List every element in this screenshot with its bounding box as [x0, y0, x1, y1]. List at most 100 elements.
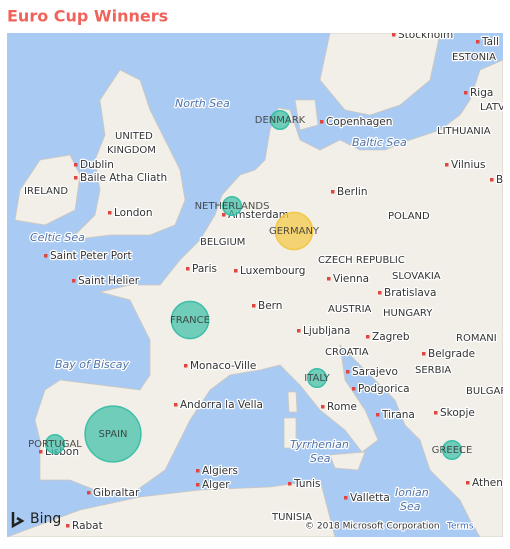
city-dot — [196, 469, 200, 473]
countrie-label: HUNGARY — [383, 308, 433, 319]
sea-label: Baltic Sea — [352, 136, 407, 149]
citie-label: Tunis — [293, 478, 321, 490]
city-dot — [186, 267, 190, 271]
city-dot — [320, 120, 324, 124]
citie-label: Belgrade — [428, 348, 475, 360]
city-dot — [346, 370, 350, 374]
city-dot — [288, 482, 292, 486]
citie-label: Gibraltar — [93, 487, 140, 499]
citie-label: Vilnius — [451, 159, 485, 171]
countrie-label: ROMANI — [456, 333, 497, 344]
city-dot — [108, 211, 112, 215]
citie-label: Copenhagen — [326, 116, 392, 128]
bubble[interactable] — [441, 439, 463, 461]
countrie-label: SERBIA — [415, 365, 451, 376]
logo-icon — [11, 512, 25, 529]
citie-label: Sarajevo — [352, 366, 398, 378]
sea-label: Bay of Biscay — [55, 358, 130, 371]
bubble-label: DENMARK — [255, 115, 306, 126]
citie-label: London — [114, 207, 153, 219]
citie-label: Amsterdam — [228, 209, 289, 221]
citie-label: Athen — [472, 477, 503, 489]
sea-label: Tyrrhenian — [290, 438, 349, 451]
citie-label: Ljubljana — [303, 325, 350, 337]
city-dot — [376, 413, 380, 417]
bubble[interactable] — [221, 195, 243, 217]
countrie-label: BULGAR — [466, 386, 507, 397]
citie-label: Paris — [192, 263, 217, 275]
city-dot — [184, 364, 188, 368]
sea-label: Ionian — [395, 486, 429, 499]
bubble[interactable] — [269, 109, 291, 131]
sea-label: Sea — [400, 500, 421, 513]
sea-label: North Sea — [175, 97, 230, 110]
city-dot — [39, 450, 43, 454]
citie-label: Luxembourg — [240, 265, 305, 277]
citie-label: Andorra la Vella — [180, 399, 263, 411]
bubble-label: GREECE — [432, 445, 473, 456]
countrie-label: TUNISIA — [271, 512, 312, 523]
citie-label: Vienna — [333, 273, 369, 285]
bubble[interactable] — [274, 211, 314, 251]
city-dot — [234, 269, 238, 273]
citie-label: Bern — [258, 300, 282, 312]
city-dot — [366, 335, 370, 339]
citie-label: Tall — [481, 36, 499, 48]
city-dot — [44, 254, 48, 258]
citie-label: Bratislava — [384, 287, 436, 299]
countrie-label: ESTONIA — [452, 52, 496, 63]
citie-label: Podgorica — [358, 383, 410, 395]
countrie-label: CROATIA — [325, 347, 369, 358]
citie-label: Saint Peter Port — [50, 250, 132, 262]
city-dot — [66, 524, 70, 528]
countrie-label: POLAND — [388, 211, 430, 222]
city-dot — [327, 277, 331, 281]
city-dot — [422, 352, 426, 356]
city-dot — [321, 405, 325, 409]
citie-label: Zagreb — [372, 331, 410, 343]
sea-label: Sea — [310, 452, 331, 465]
city-dot — [476, 40, 480, 44]
bubble[interactable] — [306, 367, 328, 389]
city-dot — [87, 491, 91, 495]
citie-label: Saint Helier — [78, 275, 140, 287]
countrie-label: UNITED — [115, 131, 153, 142]
countrie-label: BELGIUM — [200, 237, 245, 248]
city-dot — [297, 329, 301, 333]
copyright: © 2018 Microsoft Corporation — [305, 522, 440, 532]
city-dot — [344, 496, 348, 500]
terms-link[interactable]: Terms — [445, 520, 475, 533]
city-dot — [490, 178, 494, 182]
city-dot — [252, 304, 256, 308]
bubble-label: PORTUGAL — [28, 439, 82, 450]
city-dot — [466, 481, 470, 485]
bubble[interactable] — [170, 300, 210, 340]
title: Euro Cup Winners — [7, 7, 168, 26]
countrie-label: IRELAND — [24, 186, 68, 197]
citie-label: Dublin — [80, 159, 114, 171]
city-dot — [378, 291, 382, 295]
citie-label: Monaco-Ville — [190, 360, 256, 372]
city-dot — [464, 91, 468, 95]
city-dot — [74, 163, 78, 167]
land — [7, 33, 503, 537]
citie-label: Alger — [202, 479, 230, 491]
sea-label: Celtic Sea — [30, 231, 85, 244]
bubble-label: GERMANY — [269, 226, 320, 237]
citie-label: B — [496, 174, 503, 186]
citie-label: Stockholm — [398, 29, 453, 41]
city-dot — [222, 213, 226, 217]
bubble[interactable] — [44, 433, 66, 455]
countrie-label: KINGDOM — [107, 145, 156, 156]
bubble-label: FRANCE — [170, 315, 210, 326]
citie-label: Skopje — [440, 407, 475, 419]
city-dot — [392, 33, 396, 37]
countrie-label: AUSTRIA — [328, 304, 372, 315]
bubble-label: NETHERLANDS — [195, 201, 270, 212]
city-dot — [445, 163, 449, 167]
bubble[interactable] — [84, 405, 142, 463]
city-dot — [434, 411, 438, 415]
citie-label: Riga — [470, 87, 493, 99]
citie-label: Baile Atha Cliath — [80, 172, 167, 184]
map[interactable]: North Sea Baltic Sea Celtic Sea Bay of Bisc… — [7, 29, 507, 537]
